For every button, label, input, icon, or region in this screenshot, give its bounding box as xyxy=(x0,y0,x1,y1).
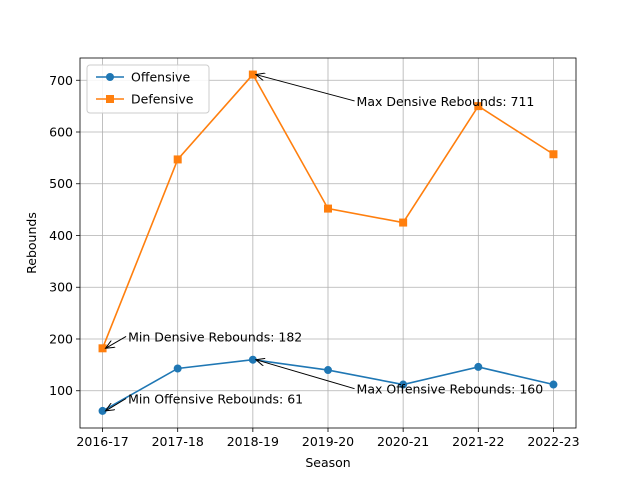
annotation-text: Min Densive Rebounds: 182 xyxy=(128,329,302,344)
data-point xyxy=(248,355,257,364)
data-point xyxy=(474,102,483,111)
x-tick-label: 2017-18 xyxy=(152,434,204,449)
data-point xyxy=(399,218,408,227)
legend-entry: Offensive xyxy=(96,70,190,85)
annotation-arrow xyxy=(256,360,355,390)
data-point xyxy=(173,155,182,164)
legend-label: Defensive xyxy=(131,92,194,107)
series-defensive xyxy=(98,70,558,353)
annotation: Min Densive Rebounds: 182 xyxy=(106,329,302,348)
y-tick-label: 100 xyxy=(49,383,73,398)
legend-entry: Defensive xyxy=(96,92,194,107)
y-tick-label: 200 xyxy=(49,331,73,346)
data-point xyxy=(549,150,558,159)
annotation-arrow xyxy=(106,335,127,348)
data-point xyxy=(474,362,483,371)
x-tick-label: 2019-20 xyxy=(302,434,354,449)
y-axis-label: Rebounds xyxy=(24,212,39,274)
x-tick-label: 2021-22 xyxy=(452,434,504,449)
data-point xyxy=(399,380,408,389)
y-tick-label: 500 xyxy=(49,176,73,191)
annotations: Max Densive Rebounds: 711 Min Densive Reb… xyxy=(106,75,543,411)
x-axis: 2016-17 2017-18 2018-19 2019-20 2020-21 2021-… xyxy=(76,428,580,449)
x-tick-label: 2020-21 xyxy=(377,434,429,449)
legend-label: Offensive xyxy=(131,70,190,85)
data-point xyxy=(549,380,558,389)
annotation: Max Offensive Rebounds: 160 xyxy=(256,360,543,397)
x-tick-label: 2016-17 xyxy=(76,434,128,449)
y-tick-label: 600 xyxy=(49,125,73,140)
data-point xyxy=(98,344,107,353)
x-tick-label: 2018-19 xyxy=(227,434,279,449)
x-tick-label: 2022-23 xyxy=(527,434,579,449)
annotation-arrow xyxy=(256,75,355,102)
grid-lines xyxy=(80,58,576,428)
annotation-text: Max Densive Rebounds: 711 xyxy=(357,94,535,109)
annotation-text: Max Offensive Rebounds: 160 xyxy=(357,382,544,397)
legend-marker xyxy=(106,95,114,103)
y-tick-label: 300 xyxy=(49,280,73,295)
data-point xyxy=(98,406,107,415)
data-point xyxy=(324,366,332,375)
series-layer xyxy=(98,70,558,415)
data-point xyxy=(324,204,332,213)
annotation: Max Densive Rebounds: 711 xyxy=(256,75,535,109)
annotation: Min Offensive Rebounds: 61 xyxy=(106,392,303,411)
legend-marker xyxy=(106,73,114,81)
x-axis-label: Season xyxy=(305,455,350,470)
y-tick-label: 700 xyxy=(49,73,73,88)
legend: Offensive Defensive xyxy=(86,64,210,114)
y-axis: 100 200 300 400 500 600 700 xyxy=(49,73,80,398)
data-point xyxy=(173,364,182,373)
series-offensive xyxy=(98,355,558,415)
annotation-text: Min Offensive Rebounds: 61 xyxy=(128,392,303,407)
data-point xyxy=(248,70,257,79)
y-tick-label: 400 xyxy=(49,228,73,243)
annotation-arrow xyxy=(106,398,127,411)
